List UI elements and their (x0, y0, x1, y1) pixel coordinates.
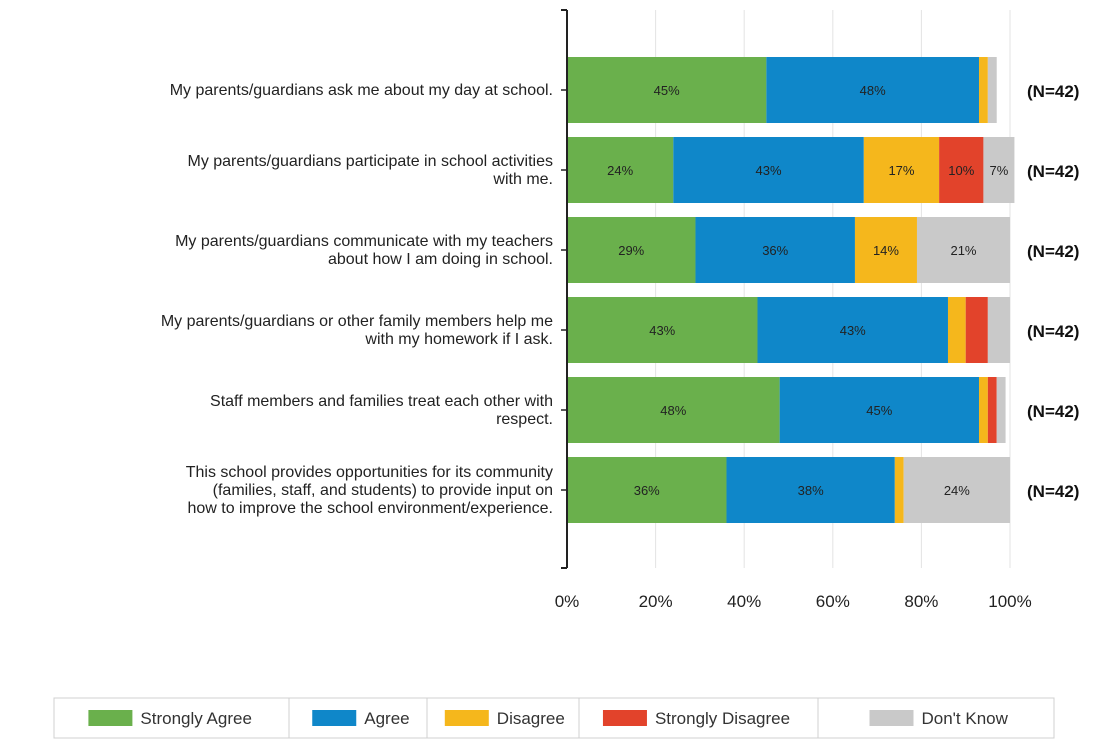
x-tick-label: 20% (639, 592, 673, 611)
data-label: 45% (654, 83, 680, 98)
bar-segment (978, 57, 988, 123)
legend-label: Disagree (497, 709, 565, 728)
y-axis (561, 9, 568, 569)
legend-swatch (312, 710, 357, 726)
bar-segment (567, 457, 727, 523)
data-label: 7% (990, 163, 1009, 178)
bar-segment (965, 297, 988, 363)
category-label: (families, staff, and students) to provi… (213, 482, 553, 499)
data-label: 10% (948, 163, 974, 178)
n-labels: (N=42) (N=42) (N=42) (N=42) (N=42) (N=42) (1027, 82, 1079, 501)
bar-segment (939, 137, 984, 203)
data-label: 21% (950, 243, 976, 258)
bar-segment (987, 377, 997, 443)
data-label: 14% (873, 243, 899, 258)
bar-segment (987, 297, 1010, 363)
bar-segment (854, 217, 917, 283)
bar-segment (567, 217, 696, 283)
bar-segment (996, 377, 1006, 443)
bar-segment (903, 457, 1010, 523)
data-label: 36% (762, 243, 788, 258)
x-tick-label: 100% (988, 592, 1031, 611)
category-label: My parents/guardians or other family mem… (161, 313, 553, 330)
bar-segment (947, 297, 966, 363)
data-label: 29% (618, 243, 644, 258)
bar-segment (987, 57, 997, 123)
legend-swatch (444, 710, 489, 726)
n-label: (N=42) (1027, 82, 1079, 101)
data-label: 17% (888, 163, 914, 178)
category-labels: My parents/guardians ask me about my day… (161, 82, 553, 517)
bars: 45% 48% 24% 43% 17% 10% 7% 29% 36% 14% 21% 43% 43% 48… (567, 57, 1015, 523)
x-tick-label: 80% (904, 592, 938, 611)
data-label: 45% (866, 403, 892, 418)
data-label: 48% (660, 403, 686, 418)
bar-segment (695, 217, 855, 283)
category-label: My parents/guardians communicate with my… (175, 233, 553, 250)
legend-label: Don't Know (922, 709, 1009, 728)
data-label: 24% (944, 483, 970, 498)
category-label: respect. (496, 411, 553, 428)
x-tick-labels: 0% 20% 40% 60% 80% 100% (555, 592, 1032, 611)
bar-segment (567, 377, 780, 443)
category-label: how to improve the school environment/ex… (187, 500, 553, 517)
bar-segment (673, 137, 864, 203)
bar-segment (894, 457, 904, 523)
category-label: This school provides opportunities for i… (186, 464, 553, 481)
legend-label: Strongly Agree (140, 709, 252, 728)
legend-swatch (88, 710, 133, 726)
category-label: My parents/guardians ask me about my day… (170, 82, 553, 99)
x-tick-label: 40% (727, 592, 761, 611)
legend-label: Agree (364, 709, 409, 728)
bar-segment (726, 457, 895, 523)
data-label: 43% (756, 163, 782, 178)
n-label: (N=42) (1027, 402, 1079, 421)
legend-swatch (869, 710, 914, 726)
bar-segment (983, 137, 1015, 203)
data-label: 38% (798, 483, 824, 498)
legend: Strongly Agree Agree Disagree Strongly Disa… (53, 697, 1055, 739)
n-label: (N=42) (1027, 162, 1079, 181)
bar-segment (567, 137, 674, 203)
n-label: (N=42) (1027, 322, 1079, 341)
x-tick-label: 0% (555, 592, 580, 611)
x-tick-label: 60% (816, 592, 850, 611)
legend-swatch (602, 710, 647, 726)
data-label: 43% (840, 323, 866, 338)
legend-label: Strongly Disagree (655, 709, 790, 728)
data-label: 43% (649, 323, 675, 338)
category-label: about how I am doing in school. (328, 251, 553, 268)
bar-segment (978, 377, 988, 443)
n-label: (N=42) (1027, 482, 1079, 501)
category-label: My parents/guardians participate in scho… (187, 153, 553, 170)
category-label: with me. (492, 171, 553, 188)
bar-segment (757, 297, 948, 363)
bar-segment (567, 297, 758, 363)
data-label: 24% (607, 163, 633, 178)
bar-segment (863, 137, 940, 203)
bar-segment (779, 377, 979, 443)
data-label: 36% (634, 483, 660, 498)
category-label: Staff members and families treat each ot… (210, 393, 553, 410)
bar-segment (567, 57, 767, 123)
bar-segment (766, 57, 979, 123)
data-label: 48% (860, 83, 886, 98)
category-label: with my homework if I ask. (364, 331, 553, 348)
n-label: (N=42) (1027, 242, 1079, 261)
bar-segment (916, 217, 1010, 283)
